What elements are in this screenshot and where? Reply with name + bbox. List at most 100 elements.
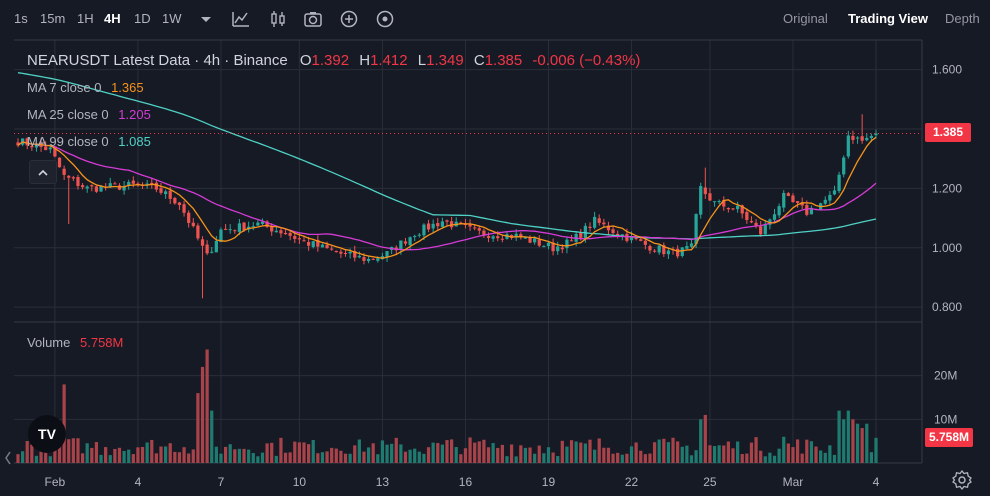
price-tick-label: 1.200 bbox=[932, 181, 962, 195]
volume-bar bbox=[662, 438, 666, 463]
volume-bar bbox=[34, 455, 39, 463]
candle-body bbox=[620, 234, 624, 236]
target-icon[interactable] bbox=[375, 9, 395, 29]
candle bbox=[228, 224, 232, 234]
volume-bar bbox=[104, 447, 108, 463]
candle-body bbox=[71, 177, 75, 179]
settings-gear-icon[interactable] bbox=[951, 469, 973, 491]
volume-bar bbox=[168, 443, 172, 463]
candle-body bbox=[519, 234, 523, 238]
timeframe-1d[interactable]: 1D bbox=[134, 11, 151, 26]
date-tick-label: 10 bbox=[293, 475, 307, 489]
volume-bar bbox=[588, 439, 592, 463]
volume-bar bbox=[256, 456, 260, 463]
volume-bar bbox=[270, 442, 274, 463]
volume-bar bbox=[482, 439, 486, 463]
candle bbox=[676, 245, 680, 259]
candle-body bbox=[616, 233, 620, 236]
candle bbox=[874, 129, 878, 139]
candle bbox=[620, 234, 624, 241]
ma99-legend[interactable]: MA 99 close 0 1.085 bbox=[27, 134, 151, 149]
candle bbox=[652, 249, 657, 253]
indicators-icon[interactable] bbox=[231, 9, 251, 29]
candle-body bbox=[731, 208, 735, 210]
candle-body bbox=[62, 168, 66, 175]
timeframe-15m[interactable]: 15m bbox=[40, 11, 66, 26]
volume-bar bbox=[20, 451, 25, 463]
collapse-legend-button[interactable] bbox=[29, 160, 57, 184]
tab-trading-view[interactable]: Trading View bbox=[848, 11, 928, 26]
candle bbox=[772, 208, 777, 223]
candle-body bbox=[343, 253, 348, 255]
candle-body bbox=[786, 193, 790, 196]
volume-bar bbox=[592, 449, 597, 463]
candle-body bbox=[297, 238, 302, 240]
tradingview-logo[interactable]: TV bbox=[28, 415, 66, 453]
camera-icon[interactable] bbox=[303, 9, 323, 29]
volume-bar bbox=[606, 447, 611, 463]
candle-body bbox=[53, 146, 57, 157]
candle-body bbox=[546, 242, 551, 247]
volume-bar bbox=[759, 450, 763, 463]
volume-bar bbox=[869, 452, 874, 463]
candle bbox=[528, 235, 532, 244]
volume-bar bbox=[260, 452, 265, 463]
candle-body bbox=[708, 193, 712, 201]
ma7-legend[interactable]: MA 7 close 0 1.365 bbox=[27, 80, 144, 95]
candle bbox=[731, 207, 735, 211]
volume-bar bbox=[159, 446, 163, 463]
candle bbox=[177, 201, 182, 210]
candle-body bbox=[376, 258, 380, 261]
volume-bar bbox=[247, 449, 251, 463]
volume-bar bbox=[131, 454, 135, 463]
volume-bar bbox=[717, 445, 721, 463]
timeframe-1h[interactable]: 1H bbox=[77, 11, 94, 26]
candle-body bbox=[177, 202, 182, 206]
candle bbox=[80, 183, 85, 190]
tab-original[interactable]: Original bbox=[783, 11, 828, 26]
timeframe-4h[interactable]: 4H bbox=[104, 11, 121, 26]
volume-bar bbox=[459, 454, 463, 463]
candle-body bbox=[256, 222, 260, 226]
candle-body bbox=[496, 236, 500, 239]
candle-body bbox=[588, 226, 592, 229]
candle bbox=[837, 171, 841, 194]
candle-body bbox=[749, 221, 754, 223]
volume-bar bbox=[117, 447, 122, 463]
date-tick-label: Mar bbox=[783, 475, 804, 489]
candle-body bbox=[832, 190, 837, 195]
candle bbox=[353, 245, 357, 262]
timeframe-1w[interactable]: 1W bbox=[162, 11, 182, 26]
volume-bar bbox=[666, 442, 671, 463]
volume-bar bbox=[228, 444, 232, 463]
chevron-down-icon[interactable] bbox=[196, 9, 216, 29]
tab-depth[interactable]: Depth bbox=[945, 11, 980, 26]
candle-body bbox=[795, 201, 800, 203]
volume-bar bbox=[306, 444, 311, 463]
candle-body bbox=[159, 188, 163, 193]
open-value: 1.392 bbox=[311, 52, 350, 69]
volume-bar bbox=[676, 441, 680, 463]
candle bbox=[551, 238, 555, 256]
candle bbox=[754, 219, 758, 229]
candle-body bbox=[154, 182, 159, 190]
candle-body bbox=[330, 248, 334, 250]
candles-icon[interactable] bbox=[268, 9, 288, 29]
timeframe-1s[interactable]: 1s bbox=[14, 11, 28, 26]
add-icon[interactable] bbox=[339, 9, 359, 29]
candle bbox=[657, 243, 661, 255]
ma25-legend[interactable]: MA 25 close 0 1.205 bbox=[27, 107, 151, 122]
candle-body bbox=[288, 232, 292, 236]
candle-body bbox=[712, 201, 717, 203]
candle bbox=[371, 258, 375, 260]
volume-bar bbox=[703, 414, 707, 463]
volume-bar bbox=[390, 443, 394, 463]
volume-bars bbox=[16, 349, 878, 463]
volume-bar bbox=[689, 455, 694, 463]
candle-body bbox=[855, 137, 860, 139]
candle-body bbox=[113, 183, 117, 185]
volume-bar bbox=[154, 453, 159, 463]
candle bbox=[237, 219, 242, 236]
candle-body bbox=[242, 222, 246, 231]
